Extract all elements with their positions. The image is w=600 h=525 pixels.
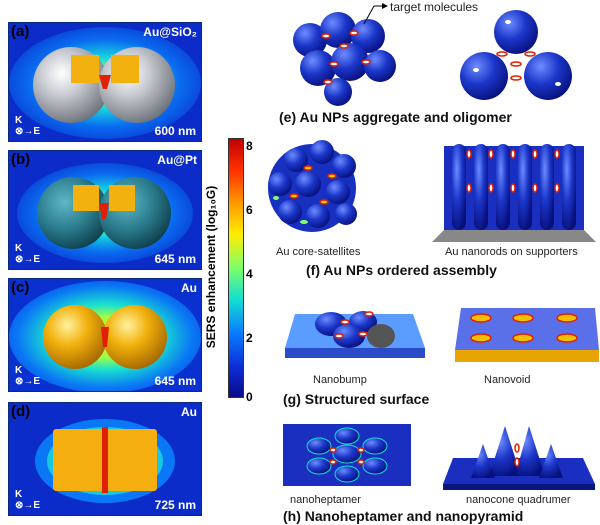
k-e-axes: K ⊗→E (15, 489, 40, 511)
k-label: K (15, 489, 23, 500)
panel-b-field (9, 151, 201, 269)
k-label: K (15, 365, 23, 376)
target-molecules-label: target molecules (390, 0, 479, 14)
caption-g: (g) Structured surface (283, 391, 430, 407)
subcaption-nanorods: Au nanorods on supporters (445, 246, 578, 258)
material-label: Au@SiO₂ (143, 25, 197, 39)
caption-h: (h) Nanoheptamer and nanopyramid (283, 508, 524, 524)
e-label: E (33, 126, 41, 137)
k-label: K (15, 243, 23, 254)
wavelength-label: 645 nm (154, 252, 196, 266)
panel-label: (a) (11, 23, 30, 40)
wave-vector-icon: ⊗→ (15, 126, 34, 137)
panel-d-field (9, 403, 201, 515)
caption-e: (e) Au NPs aggregate and oligomer (279, 109, 512, 125)
material-label: Au (181, 405, 197, 419)
material-label: Au@Pt (157, 153, 197, 167)
subcaption-core-satellites: Au core-satellites (276, 246, 361, 258)
colorbar (228, 138, 244, 398)
panel-label: (b) (11, 151, 31, 168)
structured-surface-illustration (285, 308, 599, 362)
k-e-axes: K ⊗→E (15, 115, 40, 137)
aggregate-illustration (293, 3, 572, 106)
colorbar-gradient (229, 139, 243, 397)
e-label: E (33, 254, 41, 265)
panel-c-field (9, 279, 201, 391)
panel-label: (c) (11, 279, 30, 296)
panel-a: (a) Au@SiO₂ 600 nm K ⊗→E (8, 22, 202, 142)
colorbar-title: SERS enhancement (log₁₀G) (204, 185, 218, 349)
k-e-axes: K ⊗→E (15, 365, 40, 387)
colorbar-tick: 0 (246, 390, 253, 404)
wave-vector-icon: ⊗→ (15, 376, 34, 387)
panel-a-field (9, 23, 201, 141)
panel-d: (d) Au 725 nm K ⊗→E (8, 402, 202, 516)
wavelength-label: 600 nm (154, 124, 196, 138)
caption-f: (f) Au NPs ordered assembly (306, 262, 497, 278)
panel-c: (c) Au 645 nm K ⊗→E (8, 278, 202, 392)
wave-vector-icon: ⊗→ (15, 254, 34, 265)
e-label: E (33, 376, 41, 387)
subcaption-nanobump: Nanobump (313, 374, 367, 386)
material-label: Au (181, 281, 197, 295)
wavelength-label: 725 nm (154, 498, 196, 512)
k-label: K (15, 115, 23, 126)
panel-label: (d) (11, 403, 31, 420)
ordered-assembly-illustration (268, 140, 596, 242)
subcaption-nanovoid: Nanovoid (484, 374, 531, 386)
nanoheptamer-illustration (283, 424, 595, 490)
colorbar-tick: 8 (246, 139, 253, 153)
panel-b: (b) Au@Pt 645 nm K ⊗→E (8, 150, 202, 270)
colorbar-tick: 2 (246, 331, 253, 345)
wavelength-label: 645 nm (154, 374, 196, 388)
subcaption-nanocone: nanocone quadrumer (466, 494, 571, 506)
e-label: E (33, 500, 41, 511)
colorbar-tick: 4 (246, 267, 253, 281)
subcaption-nanoheptamer: nanoheptamer (290, 494, 361, 506)
colorbar-tick: 6 (246, 203, 253, 217)
k-e-axes: K ⊗→E (15, 243, 40, 265)
wave-vector-icon: ⊗→ (15, 500, 34, 511)
